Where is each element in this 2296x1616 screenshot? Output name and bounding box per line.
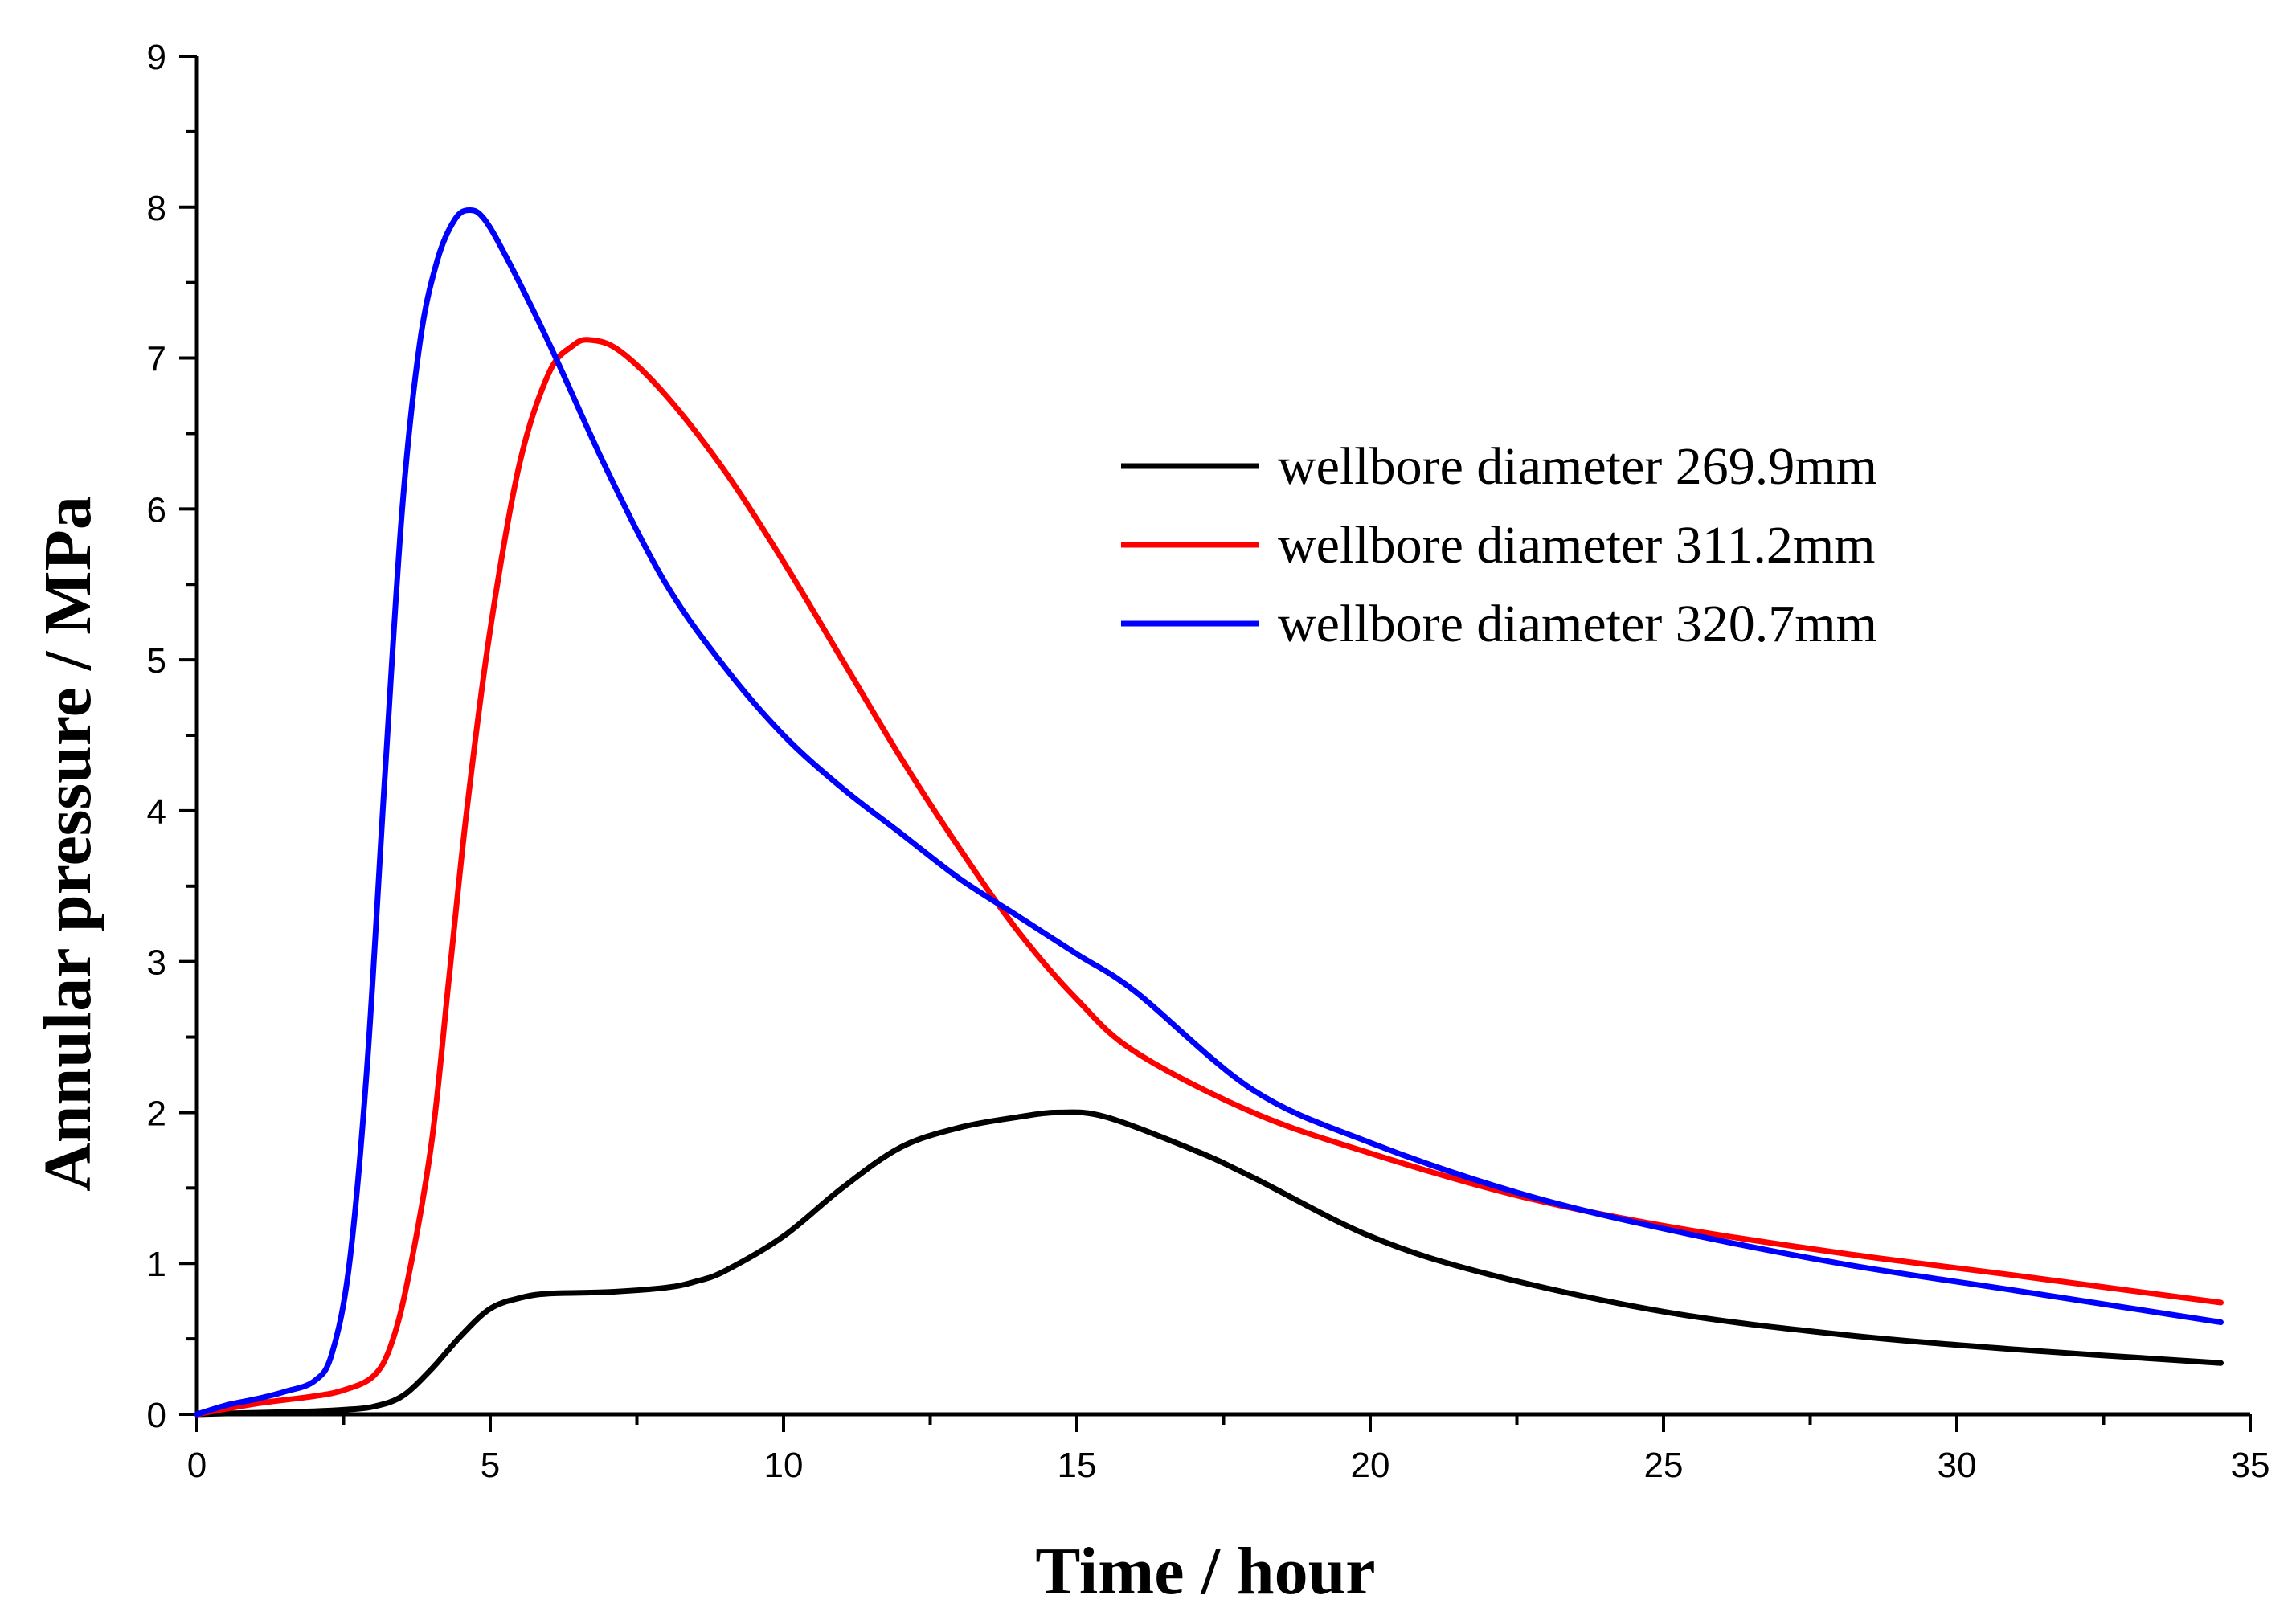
x-tick-label-5: 5 [481,1446,500,1485]
x-axis-title: Time / hour [1035,1534,1375,1609]
series-line-1 [194,337,2224,1418]
x-tick-label-0: 0 [187,1446,207,1485]
series-line-0 [194,1109,2224,1418]
x-tick-label-35: 35 [2231,1446,2270,1485]
y-ticks: 0 1 2 3 4 5 6 7 8 9 [147,38,197,1435]
legend-label-0: wellbore diameter 269.9mm [1278,437,1877,496]
x-ticks: 0 5 10 15 20 25 30 35 [187,1414,2270,1485]
y-tick-label-5: 5 [147,641,166,681]
y-tick-label-6: 6 [147,490,166,530]
x-tick-label-30: 30 [1938,1446,1977,1485]
legend-label-2: wellbore diameter 320.7mm [1278,595,1877,653]
y-axis-title: Annular pressure / MPa [31,496,105,1192]
x-tick-label-15: 15 [1058,1446,1097,1485]
legend: wellbore diameter 269.9mm wellbore diamet… [1121,437,1877,653]
y-tick-label-1: 1 [147,1245,166,1284]
y-tick-label-8: 8 [147,189,166,228]
series-lines [194,207,2224,1418]
legend-label-1: wellbore diameter 311.2mm [1278,516,1876,575]
y-tick-label-9: 9 [147,38,166,77]
y-tick-label-3: 3 [147,943,166,983]
x-tick-label-10: 10 [764,1446,804,1485]
x-tick-label-25: 25 [1644,1446,1684,1485]
y-tick-label-4: 4 [147,792,166,832]
y-tick-label-0: 0 [147,1396,166,1435]
series-line-2 [194,207,2224,1418]
y-tick-label-2: 2 [147,1094,166,1133]
y-tick-label-7: 7 [147,340,166,379]
x-tick-label-20: 20 [1351,1446,1390,1485]
